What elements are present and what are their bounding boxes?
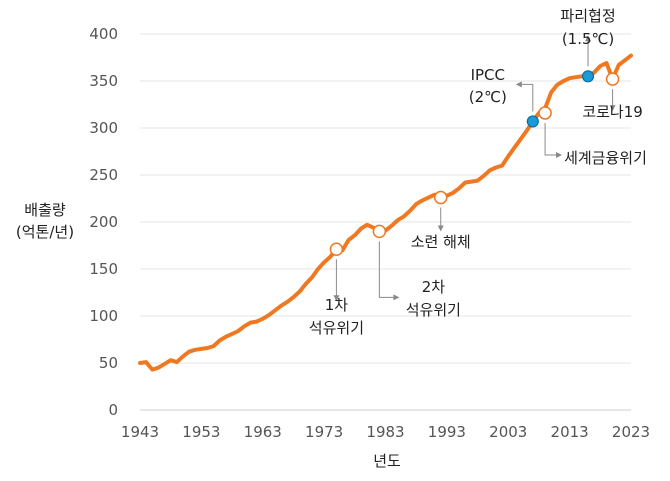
oil-crisis-2-label: 2차 [422,278,446,296]
ipcc-arrowhead-icon [515,81,522,88]
y-axis-ticks: 0 50 100 150 200 250 300 350 400 [89,25,118,419]
y-tick-label: 350 [89,72,118,90]
gridlines [140,33,631,411]
ussr-collapse-marker [433,190,448,205]
y-tick-label: 300 [89,119,118,137]
y-tick-label: 0 [108,401,118,419]
x-tick-label: 2003 [489,423,527,441]
oil-crisis-2-label: 석유위기 [406,301,461,319]
annotation-leaders [333,35,616,302]
covid19-label: 코로나19 [582,103,643,121]
financial-crisis-label: 세계금융위기 [564,149,647,167]
y-tick-label: 400 [89,25,118,43]
event-markers [329,70,620,257]
paris-agreement-arrowhead-icon [585,35,592,42]
covid19-marker [605,72,620,86]
y-tick-label: 250 [89,166,118,184]
y-tick-label: 100 [89,307,118,325]
financial-crisis-marker [538,106,552,120]
x-tick-label: 1963 [244,423,282,441]
y-axis-title-line-2: (억톤/년) [16,223,74,241]
ipcc-leader [517,83,534,112]
x-tick-label: 1943 [121,423,159,441]
oil-crisis-2-leader [378,241,398,298]
y-tick-label: 200 [89,213,118,231]
ussr-collapse-label: 소련 해체 [411,233,471,251]
x-tick-label: 2023 [612,423,650,441]
x-tick-label: 1993 [428,423,466,441]
covid19-arrowhead-icon [609,105,616,112]
financial-crisis-leader [544,122,561,156]
oil-crisis-1-arrowhead-icon [333,295,340,302]
x-axis-ticks: 1943 1953 1963 1973 1983 1993 2003 2013 2023 [121,423,650,441]
x-tick-label: 1983 [366,423,404,441]
paris-agreement-marker [581,70,595,83]
x-tick-label: 1953 [182,423,220,441]
emissions-series [138,53,633,372]
ipcc-label: IPCC [471,66,505,84]
oil-crisis-2-marker [372,224,387,239]
paris-agreement-label: (1.5℃) [562,30,614,48]
ussr-collapse-arrowhead-icon [437,225,444,232]
oil-crisis-2-arrowhead-icon [393,294,400,301]
y-tick-label: 150 [89,260,118,278]
emissions-line [138,53,633,372]
ipcc-marker [526,115,539,128]
oil-crisis-1-label: 석유위기 [309,319,364,337]
ipcc-label: (2℃) [469,88,507,106]
x-tick-label: 2013 [551,423,589,441]
x-tick-label: 1973 [305,423,343,441]
y-tick-label: 50 [99,354,118,372]
x-axis-title: 년도 [373,452,401,470]
y-axis-title-line-1: 배출량 [24,201,66,219]
financial-crisis-arrowhead-icon [556,151,563,158]
oil-crisis-1-label: 1차 [325,296,349,314]
oil-crisis-1-marker [329,242,344,257]
paris-agreement-label: 파리협정 [560,7,615,25]
